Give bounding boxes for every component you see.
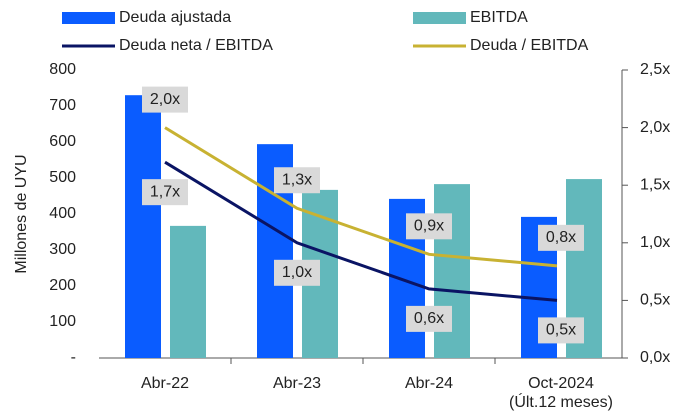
- data-label-box: [142, 179, 188, 206]
- y-tick-label: 400: [49, 205, 76, 222]
- data-label-box: [142, 86, 188, 113]
- legend-label: EBITDA: [470, 9, 528, 26]
- legend-swatch: [413, 12, 466, 24]
- x-tick-label: Abr-24: [404, 375, 454, 392]
- data-label: 0,5x: [546, 322, 576, 339]
- data-label-box: [274, 167, 320, 194]
- data-label: 0,9x: [414, 218, 444, 235]
- y-axis-label: Millones de UYU: [13, 154, 30, 273]
- legend-label: Deuda neta / EBITDA: [119, 37, 273, 54]
- legend-label: Deuda ajustada: [119, 9, 231, 26]
- y-tick-label: 100: [49, 313, 76, 330]
- y2-tick-label: 1,5x: [640, 176, 670, 193]
- x-tick-label: Oct-2024 (Últ.12 meses): [508, 375, 614, 411]
- y2-tick-label: 0,5x: [640, 292, 670, 309]
- y2-tick-label: 2,5x: [640, 61, 670, 78]
- y-tick-label: 700: [49, 97, 76, 114]
- data-label-box: [538, 317, 584, 344]
- bar: [170, 225, 206, 358]
- y2-tick-label: 1,0x: [640, 234, 670, 251]
- x-tick-label: Abr-23: [272, 375, 322, 392]
- data-label: 0,8x: [546, 229, 576, 246]
- line: [164, 160, 558, 302]
- data-label-box: [274, 259, 320, 286]
- data-label: 2,0x: [150, 91, 180, 108]
- y-tick-label: 500: [49, 169, 76, 186]
- data-label-box: [538, 224, 584, 251]
- legend-label: Deuda / EBITDA: [470, 37, 589, 54]
- data-label: 1,7x: [150, 183, 180, 200]
- y2-tick-label: 0,0x: [640, 349, 670, 366]
- bar: [125, 95, 161, 358]
- y-tick-label: 200: [49, 277, 76, 294]
- bar: [434, 184, 470, 358]
- data-label: 0,6x: [414, 310, 444, 327]
- y2-tick-label: 2,0x: [640, 119, 670, 136]
- legend-swatch: [62, 12, 115, 24]
- data-label: 1,0x: [282, 264, 312, 281]
- line: [164, 126, 558, 268]
- data-label: 1,3x: [282, 171, 312, 188]
- data-label-box: [406, 305, 452, 332]
- data-label-box: [406, 213, 452, 240]
- x-tick-label: Abr-22: [140, 375, 190, 392]
- y-tick-label: 300: [49, 241, 76, 258]
- y-tick-label: 800: [49, 61, 76, 78]
- y-tick-label: -: [71, 349, 76, 366]
- y-tick-label: 600: [49, 133, 76, 150]
